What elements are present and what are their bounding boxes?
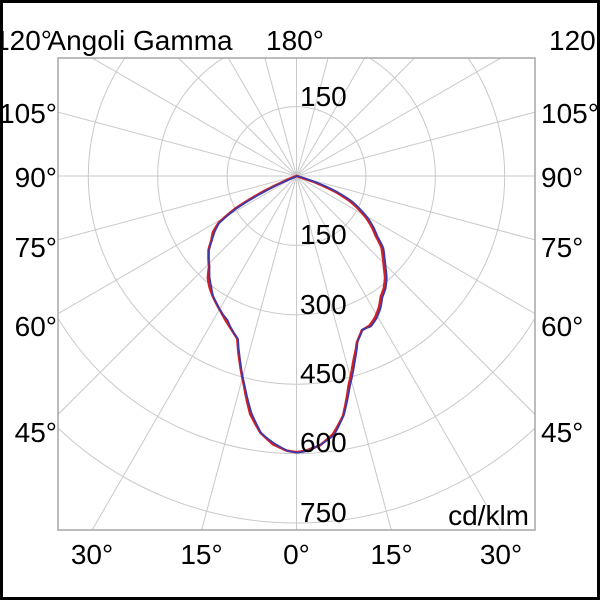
curve-C90-C270 [208,175,388,454]
angle-label-30-bottom-left: 30° [71,539,113,570]
radial-tick-600: 600 [300,427,347,458]
chart-title: Angoli Gamma [47,25,233,56]
angle-label-30-bottom-right: 30° [480,539,522,570]
intensity-curves [206,174,388,454]
radial-tick-300: 300 [300,289,347,320]
angle-label-90-left: 90° [15,162,57,193]
polar-grid-and-curves [58,58,535,530]
radial-tick-750: 750 [300,497,347,528]
angle-label-75-left: 75° [15,232,57,263]
angle-label-180: 180° [266,25,324,56]
angle-label-45-left: 45° [15,417,57,448]
radial-tick-450: 450 [300,358,347,389]
polar-chart-canvas: 120° Angoli Gamma 180° 120° 105° 90° 75°… [3,25,597,570]
angle-label-60-right: 60° [541,311,583,342]
angle-label-90-right: 90° [541,162,583,193]
angle-label-60-left: 60° [15,311,57,342]
unit-label: cd/klm [448,500,529,531]
angle-label-105-left: 105° [3,98,57,129]
angle-label-45-right: 45° [541,417,583,448]
radial-tick-150-upper: 150 [300,81,347,112]
angle-label-0-bottom: 0° [283,539,310,570]
plot-border [57,57,536,531]
angle-label-105-right: 105° [541,98,597,129]
angle-label-120-top-right: 120° [549,25,597,56]
angle-label-120-top-left: 120° [3,25,52,56]
angle-label-75-right: 75° [541,232,583,263]
angle-label-15-bottom-right: 15° [370,539,412,570]
polar-gridlines [58,58,535,530]
angle-label-15-bottom-left: 15° [180,539,222,570]
radial-tick-150: 150 [300,219,347,250]
